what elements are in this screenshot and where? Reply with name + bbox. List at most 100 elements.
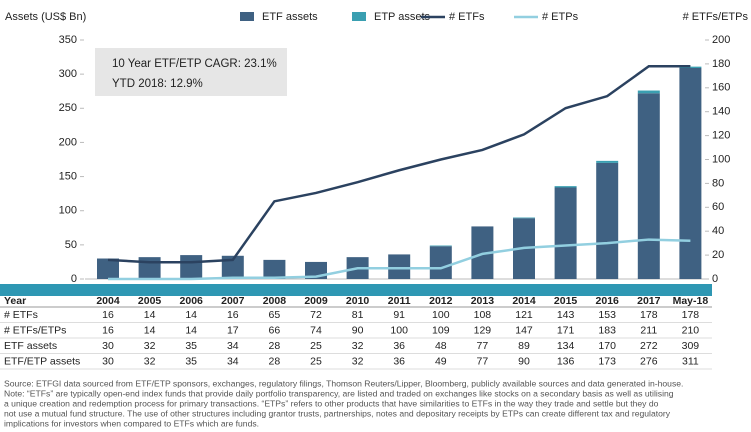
table-cell: 134: [557, 340, 575, 352]
y-tick-label: 150: [59, 170, 77, 182]
y2-tick-label: 160: [712, 82, 730, 94]
table-row-label: # ETFs: [4, 309, 38, 321]
table-year: 2010: [346, 295, 370, 307]
legend-swatch: [240, 12, 254, 21]
table-cell: 14: [185, 324, 197, 336]
y-tick-label: 350: [59, 34, 77, 46]
line: [107, 65, 691, 264]
table-cell: 100: [390, 324, 408, 336]
table-year: 2011: [388, 295, 411, 307]
table-year: 2012: [429, 295, 453, 307]
bar: [637, 90, 660, 94]
table-cell: 16: [102, 309, 114, 321]
table-cell: 14: [144, 324, 156, 336]
legend-label: # ETPs: [542, 11, 579, 23]
table-year: 2017: [637, 295, 661, 307]
bar: [596, 160, 619, 163]
legend-label: ETP assets: [374, 11, 431, 23]
table-cell: 129: [474, 324, 492, 336]
table-cell: 32: [352, 340, 364, 352]
table-cell: 34: [227, 340, 239, 352]
table-cell: 309: [682, 340, 700, 352]
table-cell: 109: [432, 324, 450, 336]
legend-swatch: [352, 12, 366, 21]
y2-tick-label: 180: [712, 58, 730, 70]
bar: [97, 258, 119, 279]
table-cell: 25: [310, 340, 322, 352]
source-note: not use a mutual fund structure. The use…: [4, 408, 671, 418]
y2-tick-label: 120: [712, 130, 730, 142]
legend-label: ETF assets: [262, 11, 318, 23]
bar: [637, 93, 660, 280]
table-cell: 49: [435, 355, 447, 367]
source-note: Source: ETFGI data sourced from ETF/ETP …: [4, 378, 683, 388]
table-cell: 81: [352, 309, 364, 321]
table-row-label: # ETFs/ETPs: [4, 324, 66, 336]
table-cell: 14: [144, 309, 156, 321]
table-cell: 32: [144, 340, 156, 352]
table-cell: 35: [185, 355, 197, 367]
table-cell: 48: [435, 340, 447, 352]
bar: [388, 254, 411, 279]
table-cell: 210: [682, 324, 700, 336]
y-tick-label: 300: [59, 68, 77, 80]
bar: [429, 245, 452, 247]
table-cell: 272: [640, 340, 658, 352]
y-tick-label: 0: [71, 273, 77, 285]
y2-tick-label: 80: [712, 177, 724, 189]
table-cell: 143: [557, 309, 575, 321]
table-cell: 170: [598, 340, 616, 352]
table-row-label: ETF/ETP assets: [4, 355, 80, 367]
table-cell: 108: [474, 309, 492, 321]
table-cell: 25: [310, 355, 322, 367]
table-cell: 178: [640, 309, 658, 321]
y2-tick-label: 20: [712, 249, 724, 261]
table-cell: 35: [185, 340, 197, 352]
y-tick-label: 250: [59, 102, 77, 114]
bar: [263, 259, 286, 279]
table-cell: 36: [393, 355, 405, 367]
table-year: 2016: [596, 295, 620, 307]
table-year: 2013: [471, 295, 495, 307]
source-note: Note: “ETFs” are typically open-end inde…: [4, 388, 674, 398]
table-cell: 28: [269, 340, 281, 352]
table-year: 2008: [263, 295, 287, 307]
table-year: May-18: [673, 295, 709, 307]
y-tick-label: 50: [65, 239, 77, 251]
table-cell: 17: [227, 324, 239, 336]
y-axis-title: Assets (US$ Bn): [5, 11, 86, 23]
table-cell: 100: [432, 309, 450, 321]
bar: [221, 255, 244, 279]
y2-axis-title: # ETFs/ETPs: [683, 11, 749, 23]
table-band: [0, 284, 712, 296]
bar: [554, 186, 577, 188]
bar: [679, 67, 702, 279]
table-cell: 30: [102, 355, 114, 367]
table-cell: 16: [227, 309, 239, 321]
table-year: 2014: [512, 295, 536, 307]
y-tick-label: 100: [59, 205, 77, 217]
table-cell: 89: [518, 340, 530, 352]
table-year: 2015: [554, 295, 578, 307]
table-cell: 178: [682, 309, 700, 321]
table-cell: 121: [515, 309, 533, 321]
table-cell: 90: [518, 355, 530, 367]
table-cell: 72: [310, 309, 322, 321]
bar: [513, 217, 535, 219]
legend-label: # ETFs: [449, 11, 485, 23]
table-cell: 90: [352, 324, 364, 336]
table-cell: 276: [640, 355, 658, 367]
table-cell: 30: [102, 340, 114, 352]
table-cell: 311: [682, 355, 699, 367]
table-cell: 91: [393, 309, 405, 321]
annotation-box: [95, 48, 287, 96]
bar: [138, 257, 161, 279]
table-year: 2006: [180, 295, 204, 307]
table-cell: 211: [640, 324, 657, 336]
y2-tick-label: 60: [712, 201, 724, 213]
table-year: 2009: [304, 295, 328, 307]
bar: [554, 187, 577, 279]
table-cell: 136: [557, 355, 575, 367]
table-cell: 14: [185, 309, 197, 321]
